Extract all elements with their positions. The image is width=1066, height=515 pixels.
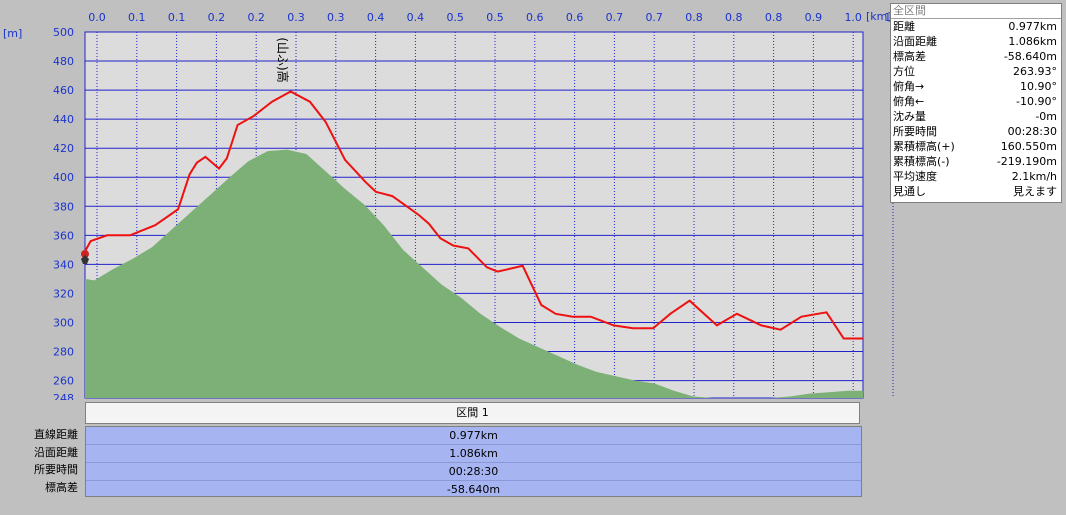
x-tick-label: 0.7 [606,11,624,24]
x-tick-label: 0.4 [407,11,425,24]
x-tick-label: 0.8 [765,11,783,24]
summary-value: -0m [1035,110,1057,123]
summary-value: 2.1km/h [1011,170,1057,183]
y-tick-label: 300 [53,316,74,329]
section-value-surface-distance: 1.086km [86,445,861,463]
summary-label: 平均速度 [893,170,937,183]
y-tick-label: 480 [53,55,74,68]
x-tick-label: 0.8 [725,11,743,24]
x-tick-label: 0.8 [685,11,703,24]
summary-value: 160.550m [1000,140,1057,153]
summary-label: 累積標高(-) [893,155,950,168]
summary-value: -58.640m [1003,50,1057,63]
summary-row: 沈み量 -0m [891,109,1061,124]
y-tick-label: 248 [53,392,74,400]
x-tick-label: 0.5 [486,11,504,24]
summary-row: 方位 263.93° [891,64,1061,79]
x-tick-label: 0.4 [367,11,385,24]
section-value-elevation-diff: -58.640m [446,483,501,496]
y-tick-label: 500 [53,26,74,39]
section-table: 0.977km 1.086km 00:28:30 -58.640m [85,426,862,497]
y-tick-label: 380 [53,200,74,213]
y-tick-label: 420 [53,142,74,155]
summary-value: -219.190m [996,155,1057,168]
summary-value: 0.977km [1008,20,1057,33]
row-label-elevation-diff: 標高差 [45,480,78,494]
x-tick-labels: 0.0 0.1 0.1 0.2 0.2 0.3 0.3 0.4 0.4 0.5 0.5 0.6 0.6 0… [88,11,902,24]
summary-row: 俯角← -10.90° [891,94,1061,109]
y-tick-label: 400 [53,171,74,184]
x-tick-label: 0.2 [247,11,265,24]
y-tick-label: 280 [53,346,74,359]
summary-row: 沿面距離 1.086km [891,34,1061,49]
summary-panel: 全区間 距離 0.977km 沿面距離 1.086km 標高差 -58.640m 方位 263… [890,3,1062,203]
y-axis-unit: [m] [3,27,22,40]
route-polyline [84,90,863,340]
summary-row: 平均速度 2.1km/h [891,169,1061,184]
x-tick-label: 0.3 [327,11,345,24]
row-label-time: 所要時間 [34,463,78,476]
x-tick-label: 0.6 [526,11,544,24]
row-label-straight-distance: 直線距離 [34,428,78,441]
y-tick-label: 320 [53,287,74,300]
section-value-straight-distance: 0.977km [86,427,861,445]
x-tick-label: 0.1 [128,11,146,24]
summary-value: 00:28:30 [1007,125,1057,138]
elevation-profile-chart[interactable]: [m] [km] 0.0 0.1 0.1 0.2 0.2 0.3 0.3 0.4 0.4 0.5 0… [0,0,1066,400]
x-tick-label: 0.3 [287,11,305,24]
summary-title: 全区間 [891,4,1061,19]
summit-name: (山ふ)高 [275,37,290,82]
summary-value: 見えます [1013,185,1057,198]
y-tick-label: 340 [53,258,74,271]
x-axis-unit: [km] [866,10,892,23]
section-row-labels: 直線距離 沿面距離 所要時間 標高差 [0,426,78,496]
summary-row: 累積標高(-) -219.190m [891,154,1061,169]
x-tick-label: 0.1 [168,11,186,24]
summary-value: 1.086km [1008,35,1057,48]
summary-value: 263.93° [1013,65,1057,78]
section-value-time: 00:28:30 [86,463,861,481]
section-header[interactable]: 区間 1 [85,402,860,424]
x-tick-label: 0.5 [446,11,464,24]
summary-label: 俯角← [893,95,925,108]
summary-row: 累積標高(+) 160.550m [891,139,1061,154]
summary-row: 距離 0.977km [891,19,1061,34]
summary-label: 所要時間 [893,125,937,138]
summary-label: 累積標高(+) [893,140,955,153]
y-tick-labels: 500 480 460 440 420 400 380 360 340 320 300 280 260 2… [53,26,74,400]
x-tick-label: 0.7 [645,11,663,24]
x-tick-label: 0.9 [805,11,823,24]
y-tick-label: 440 [53,113,74,126]
route-line[interactable] [84,90,863,340]
summary-row: 所要時間 00:28:30 [891,124,1061,139]
summit-label: (山ふ)高 [275,37,290,82]
summary-label: 標高差 [893,50,926,63]
y-tick-label: 260 [53,375,74,388]
summary-row: 俯角→ 10.90° [891,79,1061,94]
summary-row: 見通し 見えます [891,184,1061,199]
summary-value: -10.90° [1016,95,1057,108]
summary-label: 沈み量 [893,110,926,123]
summary-label: 沿面距離 [893,35,937,48]
summary-row: 標高差 -58.640m [891,49,1061,64]
row-label-surface-distance: 沿面距離 [34,445,78,459]
summary-value: 10.90° [1020,80,1057,93]
summary-label: 見通し [893,185,926,198]
summary-label: 俯角→ [893,80,925,93]
terrain-fill [85,149,863,398]
x-tick-label: 0.0 [88,11,106,24]
x-tick-label: 0.2 [208,11,226,24]
start-marker-icon[interactable] [81,250,89,264]
x-tick-label: 0.6 [566,11,584,24]
summary-label: 距離 [893,20,915,33]
summary-label: 方位 [893,65,915,78]
terrain-area [85,149,863,398]
y-tick-label: 360 [53,229,74,242]
x-tick-label: 1.0 [844,11,862,24]
y-tick-label: 460 [53,84,74,97]
